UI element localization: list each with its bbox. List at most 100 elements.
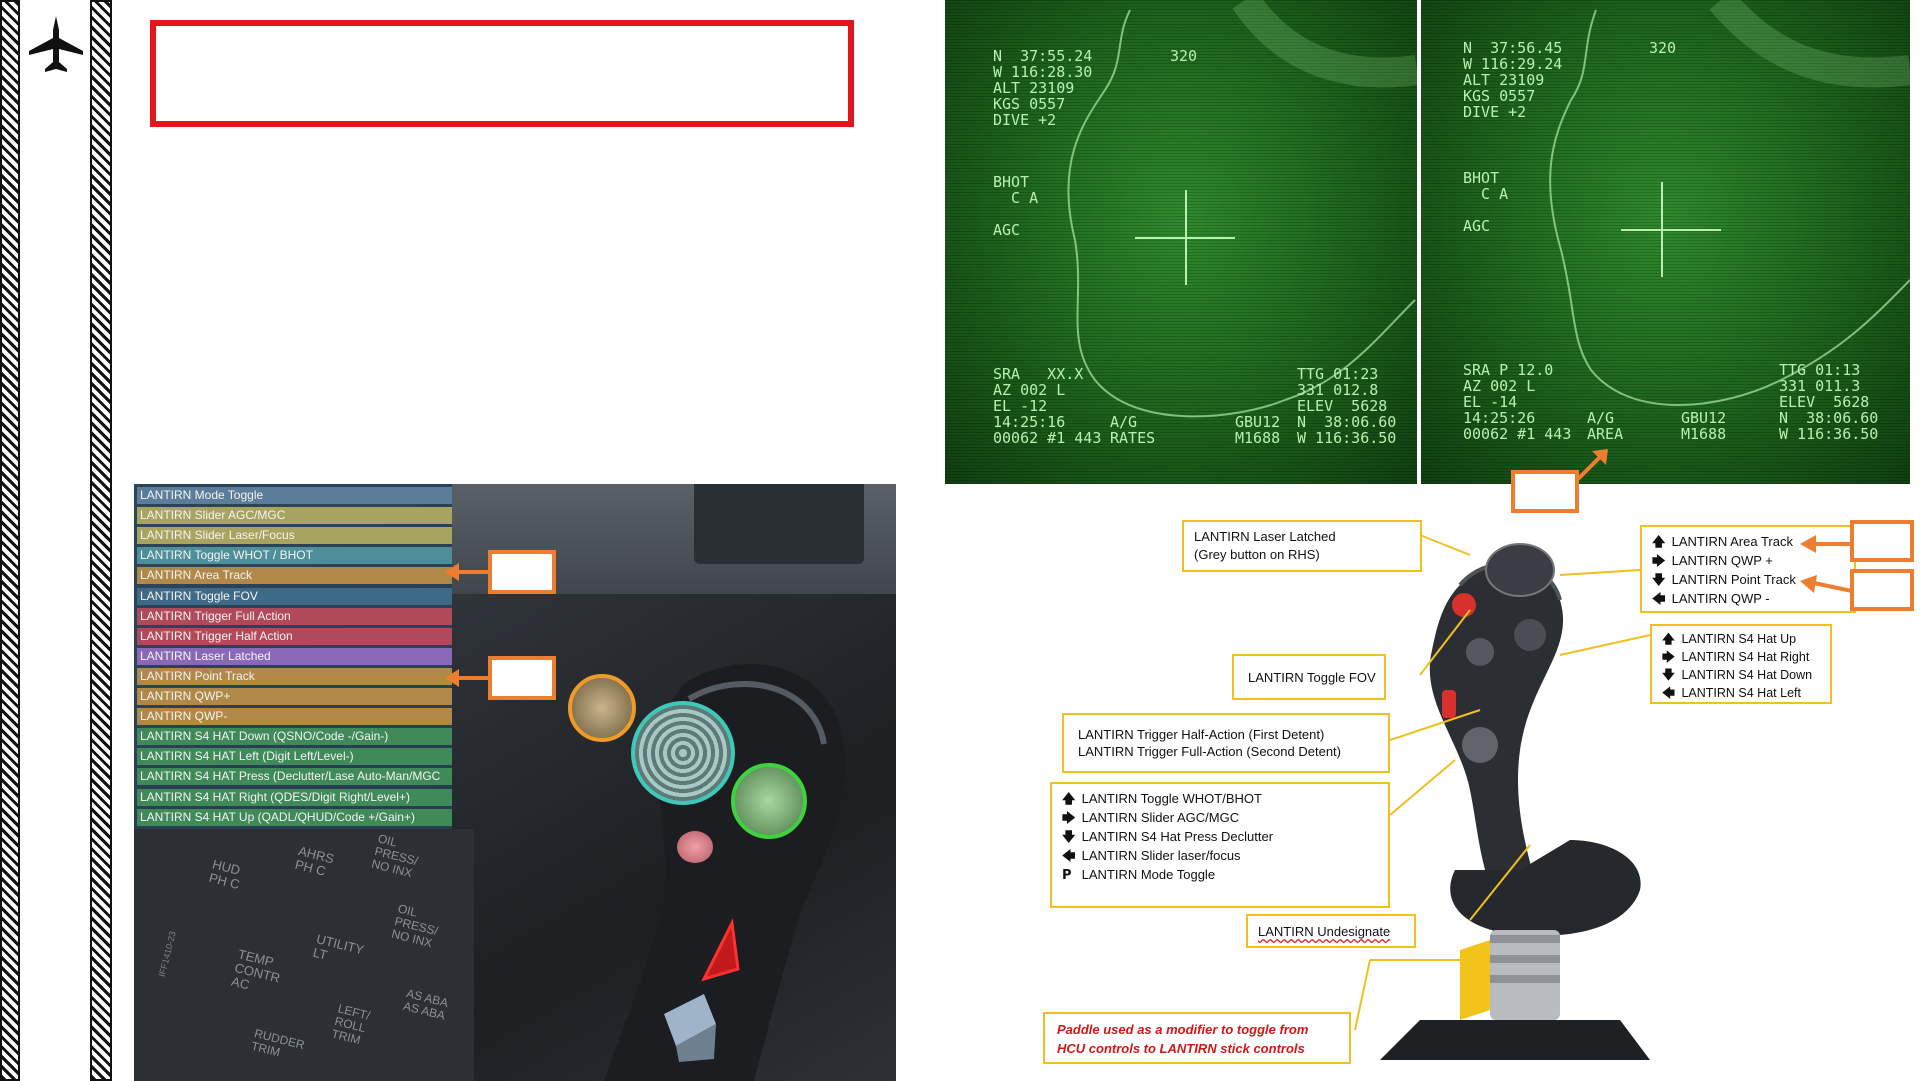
caution-hud: HUD PH C [207, 856, 242, 893]
binding-row: LANTIRN Toggle WHOT / BHOT [137, 547, 452, 565]
binding-row: LANTIRN S4 HAT Down (QSNO/Code -/Gain-) [137, 728, 452, 746]
arrow-up-icon: 🡅 [1662, 631, 1675, 646]
caution-roll-trim: LEFT/ ROLL TRIM [330, 1001, 372, 1048]
caution-asaba: AS ABA AS ABA [401, 986, 450, 1023]
callout-list-item: 🡅 LANTIRN Toggle WHOT/BHOT [1062, 790, 1378, 809]
s4-hat-highlight [731, 763, 807, 839]
callout-list-item: 🡆 LANTIRN S4 Hat Right [1662, 648, 1820, 666]
cockpit-display-recess [694, 484, 864, 564]
arrow-left-icon: 🡄 [1652, 592, 1666, 607]
aircraft-icon [29, 16, 83, 72]
flir-left-bottom-right: TTG 01:23 331 012.8 ELEV 5628 N 38:06.60… [1297, 365, 1397, 447]
toggle-fov-callout: LANTIRN Toggle FOV [1232, 654, 1386, 700]
title-box [150, 20, 854, 127]
binding-row: LANTIRN Area Track [137, 567, 452, 585]
caution-oil-2: OIL PRESS/ NO INX [390, 901, 440, 951]
arrow-right-icon: 🡆 [1662, 649, 1675, 664]
binding-row: LANTIRN Mode Toggle [137, 487, 452, 504]
bindings-list-panel: LANTIRN Mode Toggle LANTIRN Slider AGC/MG… [134, 484, 452, 829]
binding-row: LANTIRN Slider AGC/MGC [137, 507, 452, 525]
flir-display-left: N 37:55.24 W 116:28.30 ALT 23109 KGS 055… [945, 0, 1417, 484]
callout-item-label: LANTIRN S4 Hat Down [1678, 668, 1813, 682]
arrow-right-icon: 🡆 [1652, 554, 1666, 569]
binding-row: LANTIRN S4 HAT Up (QADL/QHUD/Code +/Gain… [137, 808, 452, 826]
binding-row: LANTIRN Toggle FOV [137, 587, 452, 605]
paddle-knob [664, 994, 716, 1062]
area-track-stick-label-box [1850, 520, 1914, 562]
callout-item-label: LANTIRN Point Track [1668, 572, 1796, 587]
point-track-stick-label-box [1850, 569, 1914, 611]
arrow-P-icon: P [1062, 868, 1072, 883]
flir-right-heading: 320 [1649, 39, 1677, 57]
point-track-label-box [488, 656, 556, 700]
binding-row: LANTIRN Trigger Half Action [137, 627, 452, 645]
callout-list-item: 🡇 LANTIRN Point Track [1652, 571, 1844, 590]
binding-row: LANTIRN Trigger Full Action [137, 607, 452, 625]
callout-item-label: LANTIRN S4 Hat Press Declutter [1078, 829, 1274, 844]
area-track-label-box [488, 550, 556, 594]
trigger-callout: LANTIRN Trigger Half-Action (First Deten… [1062, 713, 1390, 773]
right-hatch-border [90, 0, 112, 1081]
flir-right-crosshair-v [1661, 182, 1663, 277]
point-track-arrow [445, 669, 490, 687]
binding-row: LANTIRN QWP+ [137, 688, 452, 705]
area-mode-arrow [1574, 449, 1608, 483]
caution-oil-1: OIL PRESS/ NO INX [370, 831, 420, 881]
callout-item-label: LANTIRN Mode Toggle [1078, 867, 1216, 882]
point-track-stick-arrow [1800, 575, 1852, 593]
flir-right-mode-label: A/G AREA [1587, 409, 1624, 443]
callout-connectors [1354, 534, 1651, 1031]
callout-list-item: 🡄 LANTIRN S4 Hat Left [1662, 684, 1820, 702]
trigger-highlight [701, 919, 740, 982]
undesignate-label: LANTIRN Undesignate [1258, 924, 1391, 939]
whot-callout: 🡅 LANTIRN Toggle WHOT/BHOT 🡆 LANTIRN Slid… [1050, 782, 1390, 908]
flir-right-bottom-right: TTG 01:13 331 011.3 ELEV 5628 N 38:06.60… [1779, 361, 1879, 443]
flir-terrain-lines [1549, 0, 1910, 406]
area-mode-label-box [1511, 470, 1579, 513]
flir-left-position: N 37:55.24 W 116:28.30 ALT 23109 KGS 055… [993, 47, 1093, 129]
callout-list-item: 🡆 LANTIRN Slider AGC/MGC [1062, 809, 1378, 828]
callout-item-label: LANTIRN Slider AGC/MGC [1078, 810, 1240, 825]
callout-item-label: LANTIRN QWP - [1668, 591, 1770, 606]
arrow-up-icon: 🡅 [1652, 535, 1666, 550]
flir-display-right: N 37:56.45 W 116:29.24 ALT 23109 KGS 055… [1421, 0, 1910, 484]
flir-left-crosshair-v [1185, 190, 1187, 285]
binding-row: LANTIRN S4 HAT Press (Declutter/Lase Aut… [137, 768, 452, 786]
binding-row: LANTIRN Laser Latched [137, 647, 452, 665]
caution-temp: TEMP CONTR AC [229, 946, 282, 993]
flir-right-bottom-left: SRA P 12.0 AZ 002 L EL -14 14:25:26 0006… [1463, 361, 1572, 443]
paddle-callout: Paddle used as a modifier to toggle from… [1043, 1012, 1351, 1064]
caution-rudder: RUDDER TRIM [249, 1026, 307, 1060]
callout-item-label: LANTIRN S4 Hat Up [1678, 632, 1797, 646]
callout-item-label: LANTIRN S4 Hat Right [1678, 650, 1810, 664]
caution-utility: UTILITY LT [311, 931, 366, 963]
left-hatch-border [0, 0, 20, 1081]
callout-item-label: LANTIRN Area Track [1668, 534, 1793, 549]
binding-row: LANTIRN Slider Laser/Focus [137, 527, 452, 545]
arrow-down-icon: 🡇 [1662, 667, 1675, 682]
arrow-left-icon: 🡄 [1062, 849, 1076, 864]
flir-left-weapon: GBU12 M1688 [1235, 413, 1281, 447]
flir-left-mode-label: A/G RATES [1110, 413, 1156, 447]
callout-item-label: LANTIRN Slider laser/focus [1078, 848, 1241, 863]
arrow-left-icon: 🡄 [1662, 685, 1675, 700]
arrow-up-icon: 🡅 [1062, 792, 1076, 807]
binding-row: LANTIRN QWP- [137, 708, 452, 726]
undesignate-callout: LANTIRN Undesignate [1246, 914, 1416, 948]
binding-row: LANTIRN S4 HAT Left (Digit Left/Level-) [137, 748, 452, 766]
display-divider [1417, 0, 1421, 484]
flir-terrain-lines [1067, 0, 1417, 418]
callout-list-item: 🡅 LANTIRN Area Track [1652, 533, 1844, 552]
callout-list-item: 🡅 LANTIRN S4 Hat Up [1662, 630, 1820, 648]
area-track-hat-highlight [568, 674, 636, 742]
s4-hat-callout: 🡅 LANTIRN S4 Hat Up 🡆 LANTIRN S4 Hat Righ… [1650, 624, 1832, 704]
laser-button [677, 831, 713, 863]
flir-left-bottom-left: SRA XX.X AZ 002 L EL -12 14:25:16 00062 … [993, 365, 1102, 447]
caution-ahrs: AHRS PH C [293, 843, 336, 879]
callout-list-item: 🡇 LANTIRN S4 Hat Down [1662, 666, 1820, 684]
arrow-down-icon: 🡇 [1062, 830, 1076, 845]
callout-list-item: 🡇 LANTIRN S4 Hat Press Declutter [1062, 828, 1378, 847]
flir-right-crosshair-h [1621, 229, 1721, 231]
area-track-stick-arrow [1800, 535, 1852, 553]
callout-list-item: 🡄 LANTIRN QWP - [1652, 590, 1844, 609]
